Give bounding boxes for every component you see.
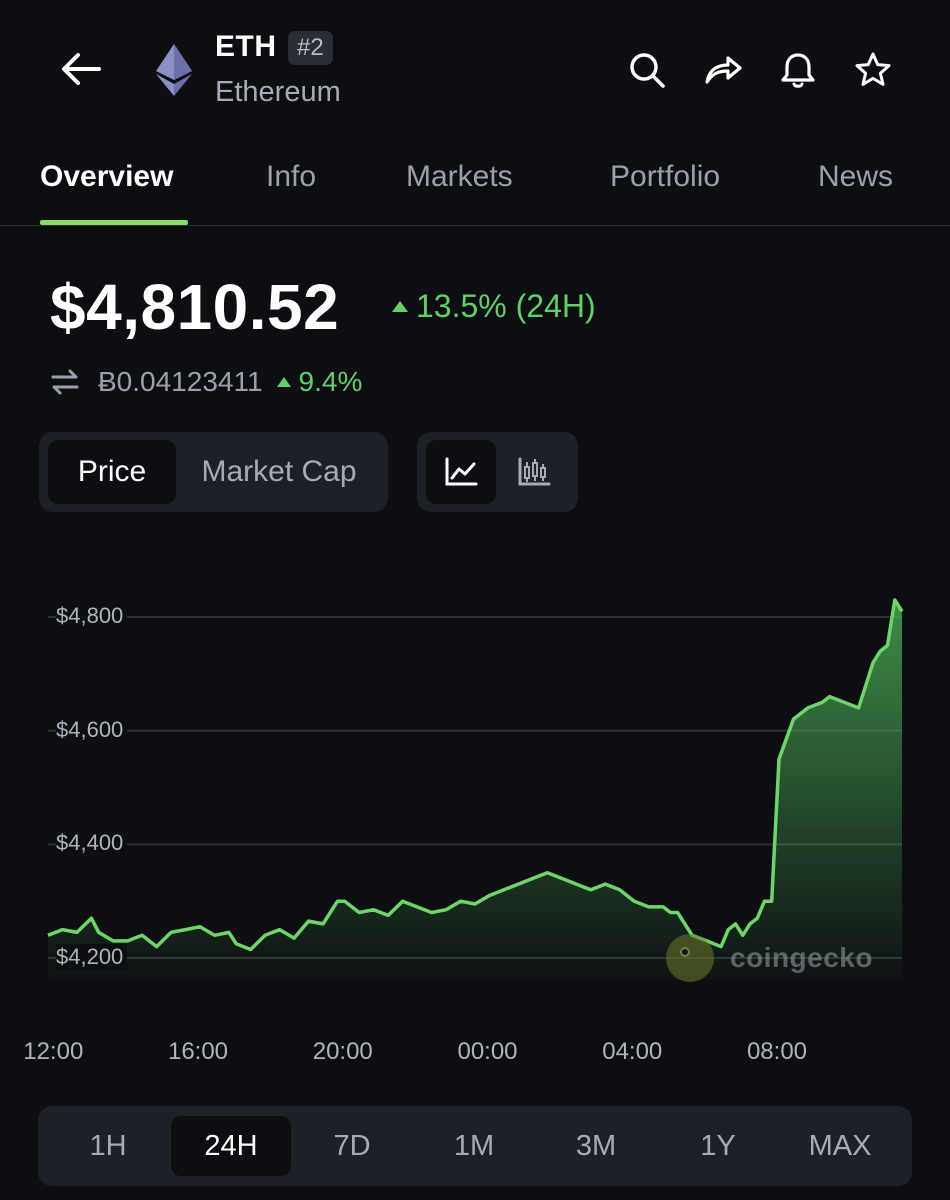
coingecko-watermark: coingecko bbox=[666, 934, 873, 982]
price-area-fill bbox=[48, 600, 902, 980]
price-change-24h-value: 13.5% (24H) bbox=[416, 288, 596, 324]
x-axis-tick-label: 16:00 bbox=[167, 1038, 229, 1065]
price-line bbox=[47, 598, 904, 952]
y-axis-tick-label: $4,600 bbox=[56, 716, 128, 743]
tab-markets[interactable]: Markets bbox=[406, 160, 513, 193]
metric-toggle: Price Market Cap bbox=[39, 432, 388, 512]
range-1h[interactable]: 1H bbox=[89, 1129, 127, 1162]
current-price: $4,810.52 bbox=[50, 271, 340, 343]
chart-type-toggle bbox=[417, 432, 578, 512]
header: ETH #2 Ethereum bbox=[0, 0, 950, 140]
back-button[interactable] bbox=[56, 46, 106, 92]
price-chart-svg bbox=[47, 598, 904, 980]
ethereum-logo-icon bbox=[156, 44, 192, 96]
tab-info[interactable]: Info bbox=[266, 160, 317, 193]
btc-price-change-value: 9.4% bbox=[298, 366, 363, 397]
watermark-text: coingecko bbox=[730, 942, 873, 973]
candlestick-chart-icon bbox=[518, 457, 551, 486]
search-button[interactable] bbox=[625, 48, 669, 92]
tab-overview[interactable]: Overview bbox=[40, 160, 174, 193]
active-tab-indicator bbox=[40, 220, 188, 225]
coingecko-logo-icon bbox=[666, 934, 714, 982]
btc-price-row: Ƀ0.04123411 9.4% bbox=[50, 362, 362, 402]
convert-arrows-icon bbox=[51, 369, 79, 395]
range-1m[interactable]: 1M bbox=[453, 1129, 495, 1162]
time-range-selector: 1H 24H 7D 1M 3M 1Y MAX bbox=[38, 1106, 912, 1186]
line-chart-icon bbox=[445, 457, 478, 486]
up-triangle-icon bbox=[276, 377, 291, 387]
y-axis-tick-label: $4,200 bbox=[56, 944, 128, 970]
range-24h[interactable]: 24H bbox=[171, 1116, 291, 1176]
btc-price: Ƀ0.04123411 bbox=[98, 366, 263, 397]
x-axis-tick-label: 04:00 bbox=[602, 1038, 663, 1065]
coin-name: Ethereum bbox=[215, 76, 341, 108]
x-axis-tick-label: 00:00 bbox=[457, 1038, 518, 1065]
candlestick-chart-button[interactable] bbox=[499, 440, 569, 504]
star-icon bbox=[855, 52, 891, 86]
btc-price-change: 9.4% bbox=[276, 366, 363, 398]
range-max[interactable]: MAX bbox=[808, 1129, 872, 1162]
rank-badge: #2 bbox=[288, 31, 333, 65]
back-arrow-icon bbox=[62, 53, 101, 85]
toggle-price[interactable]: Price bbox=[48, 440, 176, 504]
y-axis-tick-label: $4,400 bbox=[56, 830, 128, 857]
range-1y[interactable]: 1Y bbox=[700, 1129, 736, 1162]
favorite-button[interactable] bbox=[851, 48, 895, 92]
x-axis-tick-label: 12:00 bbox=[23, 1038, 84, 1065]
price-change-24h: 13.5% (24H) bbox=[392, 288, 596, 325]
y-axis-tick-label: $4,800 bbox=[56, 603, 128, 629]
price-chart[interactable]: $4,800 $4,600 $4,400 $4,200 12:00 16:00 20:00 0… bbox=[0, 560, 950, 1080]
share-button[interactable] bbox=[701, 48, 745, 92]
x-axis-tick-label: 08:00 bbox=[746, 1038, 808, 1065]
search-icon bbox=[630, 53, 665, 88]
share-icon bbox=[705, 56, 742, 84]
tab-news[interactable]: News bbox=[818, 160, 894, 193]
toggle-market-cap[interactable]: Market Cap bbox=[201, 455, 357, 488]
up-triangle-icon bbox=[392, 301, 408, 312]
x-axis-tick-label: 20:00 bbox=[312, 1038, 373, 1065]
line-chart-button[interactable] bbox=[426, 440, 496, 504]
bell-icon bbox=[781, 53, 815, 88]
range-3m[interactable]: 3M bbox=[575, 1129, 617, 1162]
tab-bar: Overview Info Markets Portfolio News bbox=[0, 140, 950, 226]
alert-button[interactable] bbox=[776, 48, 820, 92]
tab-portfolio[interactable]: Portfolio bbox=[610, 160, 721, 193]
range-7d[interactable]: 7D bbox=[333, 1129, 371, 1162]
coin-symbol: ETH bbox=[215, 30, 277, 63]
